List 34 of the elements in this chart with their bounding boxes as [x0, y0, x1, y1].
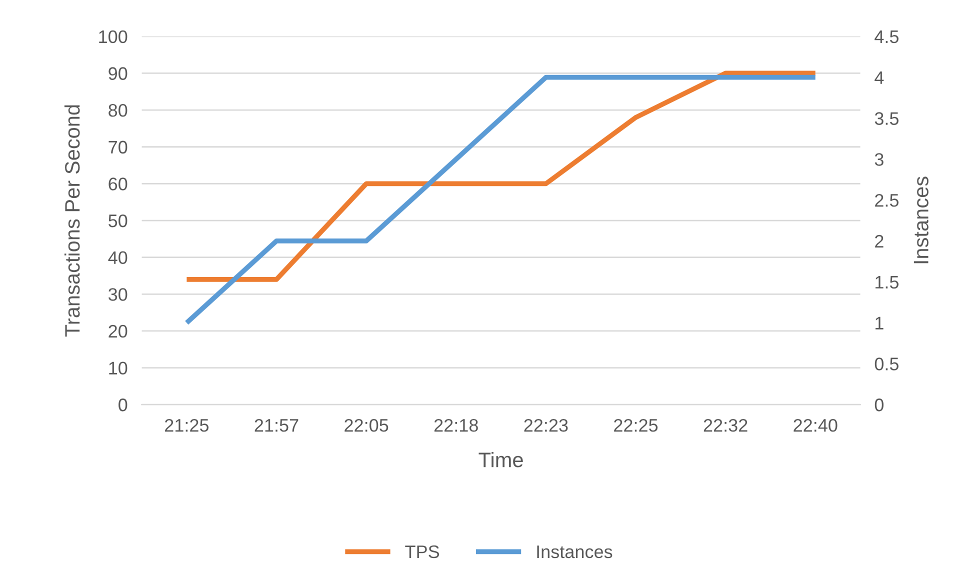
x-tick-label: 22:32 [704, 418, 748, 432]
y-tick-label: 20 [108, 324, 128, 338]
x-tick-label: 22:25 [614, 418, 658, 432]
y-tick-label: 10 [109, 362, 128, 374]
y2-tick-label: 3 [874, 153, 884, 166]
y2-tick-label: 2 [875, 234, 884, 248]
x-tick-label: 22:05 [344, 418, 388, 432]
y2-tick-label: 0.5 [874, 358, 899, 370]
y2-tick-label: 0 [874, 398, 884, 412]
x-axis-title: Time [478, 452, 523, 468]
legend-label: Instances [537, 546, 612, 558]
y-tick-label: 0 [118, 398, 128, 412]
y-tick-label: 40 [108, 251, 128, 264]
y-tick-label: 30 [108, 288, 128, 301]
y2-tick-label: 2.5 [875, 194, 899, 207]
x-tick-label: 21:25 [165, 418, 209, 432]
y2-tick-label: 1.5 [876, 276, 899, 289]
y2-axis-title: Instances [914, 176, 928, 264]
y-tick-label: 60 [108, 178, 128, 190]
y-tick-label: 70 [108, 140, 128, 154]
legend-label: TPS [405, 545, 440, 558]
y-tick-label: 100 [99, 30, 128, 44]
y2-tick-label: 4 [874, 71, 884, 84]
y-axis-title: Transactions Per Second [64, 105, 80, 337]
y2-tick-label: 1 [876, 316, 884, 330]
x-tick-label: 22:18 [434, 418, 478, 432]
y2-tick-label: 4.5 [874, 30, 899, 44]
y-tick-label: 80 [108, 104, 128, 117]
x-tick-label: 21:57 [254, 418, 298, 432]
y2-tick-label: 3.5 [874, 112, 899, 125]
y-tick-label: 50 [108, 214, 128, 228]
y-tick-label: 90 [108, 67, 128, 80]
x-tick-label: 22:40 [794, 418, 838, 432]
x-tick-label: 22:23 [524, 418, 568, 432]
